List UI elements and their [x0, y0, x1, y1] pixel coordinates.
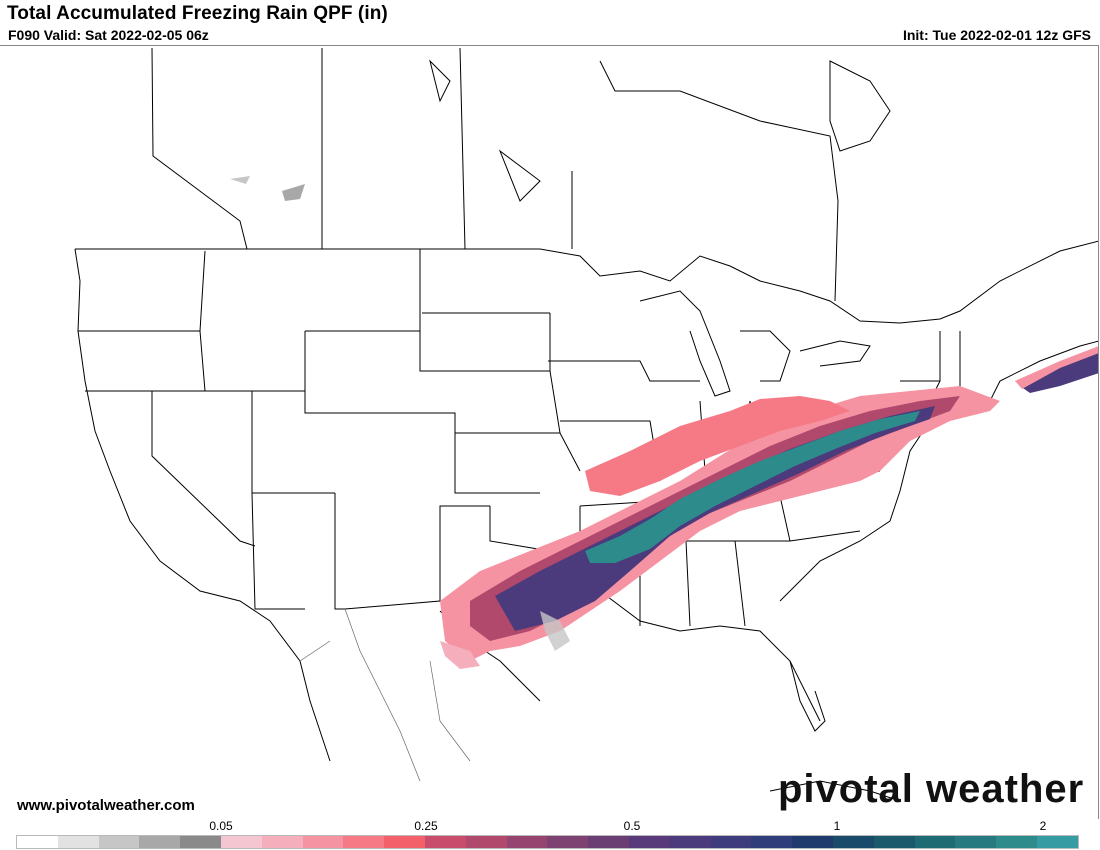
colorbar-swatch [261, 836, 303, 848]
map-canvas [74, 47, 1098, 802]
colorbar-swatch [873, 836, 915, 848]
map-title: Total Accumulated Freezing Rain QPF (in) [7, 3, 388, 24]
colorbar-swatch [669, 836, 711, 848]
colorbar-swatch [139, 836, 181, 848]
colorbar-swatch [465, 836, 507, 848]
colorbar-swatch [710, 836, 752, 848]
tick-label: 0.05 [209, 819, 233, 833]
colorbar-swatch [914, 836, 956, 848]
colorbar-swatch [17, 836, 58, 848]
colorbar-swatch [220, 836, 262, 848]
colorbar-swatch [180, 836, 221, 848]
colorbar-swatch [506, 836, 548, 848]
pivotal-weather-logo: pivotal weather [778, 767, 1085, 811]
colorbar-swatch [628, 836, 670, 848]
colorbar-swatch [98, 836, 140, 848]
website-label[interactable]: www.pivotalweather.com [17, 797, 195, 814]
colorbar-swatch [384, 836, 425, 848]
colorbar-swatch [302, 836, 344, 848]
init-time-label: Init: Tue 2022-02-01 12z GFS [902, 27, 1091, 43]
map-panel[interactable] [0, 45, 1099, 819]
colorbar-legend [16, 835, 1079, 849]
colorbar-swatch [547, 836, 589, 848]
colorbar-swatch [1036, 836, 1078, 848]
colorbar-swatch [996, 836, 1037, 848]
tick-label: 0.25 [414, 819, 438, 833]
colorbar-ticks: 0.05 0.25 0.5 1 2 [0, 819, 1100, 835]
tick-label: 0.5 [623, 819, 641, 833]
precip-swaths [230, 176, 1098, 669]
boundaries [74, 47, 1098, 802]
colorbar-swatch [343, 836, 385, 848]
colorbar-swatch [832, 836, 874, 848]
tick-label: 2 [1039, 819, 1047, 833]
colorbar-swatch [588, 836, 629, 848]
colorbar-swatch [955, 836, 997, 848]
colorbar-swatch [792, 836, 833, 848]
tick-label: 1 [833, 819, 841, 833]
colorbar-swatch [57, 836, 99, 848]
colorbar-swatch [751, 836, 793, 848]
colorbar-swatch [424, 836, 466, 848]
valid-time-label: F090 Valid: Sat 2022-02-05 06z [8, 27, 209, 43]
